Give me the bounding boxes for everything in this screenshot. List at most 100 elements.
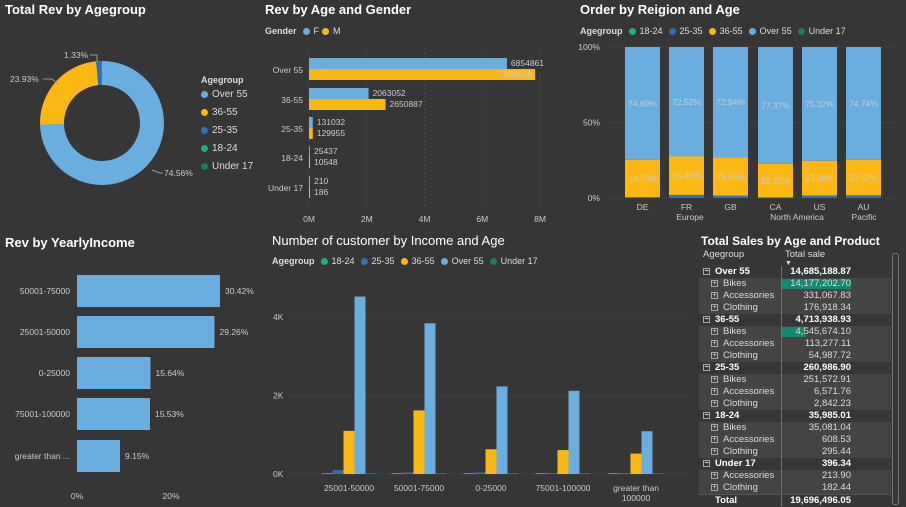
table-row[interactable]: + Clothing 54,987.72 bbox=[699, 350, 891, 362]
bar-25-35-AU[interactable] bbox=[846, 195, 881, 198]
table-row[interactable]: + Clothing 182.44 bbox=[699, 482, 891, 494]
bar-over-55-0-25000[interactable] bbox=[496, 386, 508, 474]
legend-item-18-24[interactable]: 18-24 bbox=[639, 26, 663, 36]
bar-over-55-GB[interactable] bbox=[713, 47, 748, 158]
bar-F-over-55[interactable] bbox=[309, 58, 507, 69]
table-row[interactable]: + Accessories 331,067.83 bbox=[699, 290, 891, 302]
expand-icon[interactable]: + bbox=[711, 399, 718, 407]
col-total-sale[interactable]: Total sale ▼ bbox=[781, 249, 853, 267]
bar-over-55-FR[interactable] bbox=[669, 47, 704, 157]
expand-icon[interactable]: + bbox=[711, 447, 718, 455]
bar-36-55-FR[interactable] bbox=[669, 156, 704, 195]
bar-18-24-75001-100000[interactable] bbox=[535, 473, 547, 474]
collapse-icon[interactable]: − bbox=[703, 411, 710, 419]
expand-icon[interactable]: + bbox=[711, 423, 718, 431]
table-row[interactable]: + Clothing 2,842.23 bbox=[699, 398, 891, 410]
bar-25-35-CA[interactable] bbox=[758, 197, 793, 198]
collapse-icon[interactable]: − bbox=[703, 267, 710, 275]
bar-over-55-25001-50000[interactable] bbox=[354, 296, 366, 474]
bar-25-35-FR[interactable] bbox=[669, 194, 704, 198]
expand-icon[interactable]: + bbox=[711, 327, 718, 335]
bar-M-over-55[interactable] bbox=[309, 69, 536, 80]
bar-36-55-US[interactable] bbox=[802, 160, 837, 196]
bar-0-25000[interactable] bbox=[77, 357, 151, 389]
legend-m[interactable]: M bbox=[333, 26, 341, 36]
bar-over-55-50001-75000[interactable] bbox=[424, 323, 436, 474]
table-row[interactable]: + Clothing 295.44 bbox=[699, 446, 891, 458]
table-row[interactable]: + Bikes 4,545,674.10 bbox=[699, 326, 891, 338]
table-row[interactable]: −25-35 260,986.90 bbox=[699, 362, 891, 374]
bar-over-55-US[interactable] bbox=[802, 47, 837, 161]
table-row[interactable]: + Bikes 35,081.04 bbox=[699, 422, 891, 434]
legend-item-25-35[interactable]: 25-35 bbox=[679, 26, 703, 36]
expand-icon[interactable]: + bbox=[711, 483, 718, 491]
bar-M-18-24[interactable] bbox=[309, 157, 310, 168]
donut-legend-item-18-24[interactable]: 18-24 bbox=[201, 143, 238, 154]
bar-36-55-GB[interactable] bbox=[713, 157, 748, 196]
bar-25001-50000[interactable] bbox=[77, 316, 215, 348]
donut-slice-36-55[interactable] bbox=[40, 61, 99, 125]
bar-36-55-50001-75000[interactable] bbox=[413, 410, 425, 474]
bar-under-17-50001-75000[interactable] bbox=[435, 473, 447, 474]
table-row[interactable]: − Over 55 14,685,188.87 bbox=[699, 266, 891, 278]
bar-25-35-US[interactable] bbox=[802, 195, 837, 198]
legend-item-under-17[interactable]: Under 17 bbox=[500, 256, 538, 266]
legend-item-25-35[interactable]: 25-35 bbox=[371, 256, 395, 266]
bar-over-55-75001-100000[interactable] bbox=[568, 390, 580, 474]
legend-item-under-17[interactable]: Under 17 bbox=[808, 26, 846, 36]
bar-F-under-17[interactable] bbox=[309, 176, 310, 187]
bar-F-36-55[interactable] bbox=[309, 88, 369, 99]
bar-36-55-0-25000[interactable] bbox=[485, 449, 497, 474]
bar-50001-75000[interactable] bbox=[77, 275, 220, 307]
bar-18-24-50001-75000[interactable] bbox=[391, 473, 403, 474]
bar-F-18-24[interactable] bbox=[309, 146, 310, 157]
table-row[interactable]: − Under 17 396.34 bbox=[699, 458, 891, 470]
legend-item-over-55[interactable]: Over 55 bbox=[451, 256, 484, 266]
expand-icon[interactable]: + bbox=[711, 435, 718, 443]
bar-25-35-greater-than-100000[interactable] bbox=[619, 473, 631, 474]
legend-item-18-24[interactable]: 18-24 bbox=[331, 256, 355, 266]
bar-25-35-DE[interactable] bbox=[625, 197, 660, 198]
bar-25-35-75001-100000[interactable] bbox=[546, 473, 558, 474]
bar-25-35-25001-50000[interactable] bbox=[332, 470, 344, 474]
bar-F-25-35[interactable] bbox=[309, 117, 313, 128]
expand-icon[interactable]: + bbox=[711, 291, 718, 299]
table-row[interactable]: −36-55 4,713,938.93 bbox=[699, 314, 891, 326]
bar-M-36-55[interactable] bbox=[309, 99, 386, 110]
donut-legend-item-over-55[interactable]: Over 55 bbox=[201, 89, 248, 100]
table-row[interactable]: + Accessories 6,571.76 bbox=[699, 386, 891, 398]
expand-icon[interactable]: + bbox=[711, 279, 718, 287]
collapse-icon[interactable]: − bbox=[703, 315, 710, 323]
leader-line[interactable] bbox=[43, 78, 59, 85]
legend-item-36-55[interactable]: 36-55 bbox=[411, 256, 435, 266]
bar-36-55-AU[interactable] bbox=[846, 159, 881, 196]
donut-slice-18-24[interactable] bbox=[101, 61, 102, 86]
bar-under-17-75001-100000[interactable] bbox=[579, 473, 591, 474]
table-scrollbar[interactable] bbox=[892, 253, 899, 505]
bar-over-55-greater-than-100000[interactable] bbox=[641, 431, 653, 474]
expand-icon[interactable]: + bbox=[711, 339, 718, 347]
table-row[interactable]: + Bikes 14,177,202.70 bbox=[699, 278, 891, 290]
table-row[interactable]: + Accessories 113,277.11 bbox=[699, 338, 891, 350]
donut-legend-item-25-35[interactable]: 25-35 bbox=[201, 125, 238, 136]
expand-icon[interactable]: + bbox=[711, 303, 718, 311]
bar-18-24-0-25000[interactable] bbox=[463, 473, 475, 474]
table-row[interactable]: −18-24 35,985.01 bbox=[699, 410, 891, 422]
legend-item-over-55[interactable]: Over 55 bbox=[759, 26, 792, 36]
bar-36-55-75001-100000[interactable] bbox=[557, 450, 569, 474]
col-agegroup[interactable]: Agegroup bbox=[703, 249, 745, 260]
expand-icon[interactable]: + bbox=[711, 351, 718, 359]
collapse-icon[interactable]: − bbox=[703, 363, 710, 371]
donut-slice-over-55[interactable] bbox=[40, 61, 165, 185]
bar-25-35-0-25000[interactable] bbox=[474, 472, 486, 474]
table-row[interactable]: + Accessories 608.53 bbox=[699, 434, 891, 446]
table-row[interactable]: + Bikes 251,572.91 bbox=[699, 374, 891, 386]
bar-greater-than-[interactable] bbox=[77, 440, 121, 472]
bar-36-55-DE[interactable] bbox=[625, 159, 660, 198]
bar-M-under-17[interactable] bbox=[309, 187, 310, 198]
bar-over-55-AU[interactable] bbox=[846, 47, 881, 160]
bar-under-17-0-25000[interactable] bbox=[507, 473, 519, 474]
leader-line[interactable] bbox=[151, 169, 163, 174]
bar-75001-100000[interactable] bbox=[77, 398, 150, 430]
table-row[interactable]: + Clothing 176,918.34 bbox=[699, 302, 891, 314]
